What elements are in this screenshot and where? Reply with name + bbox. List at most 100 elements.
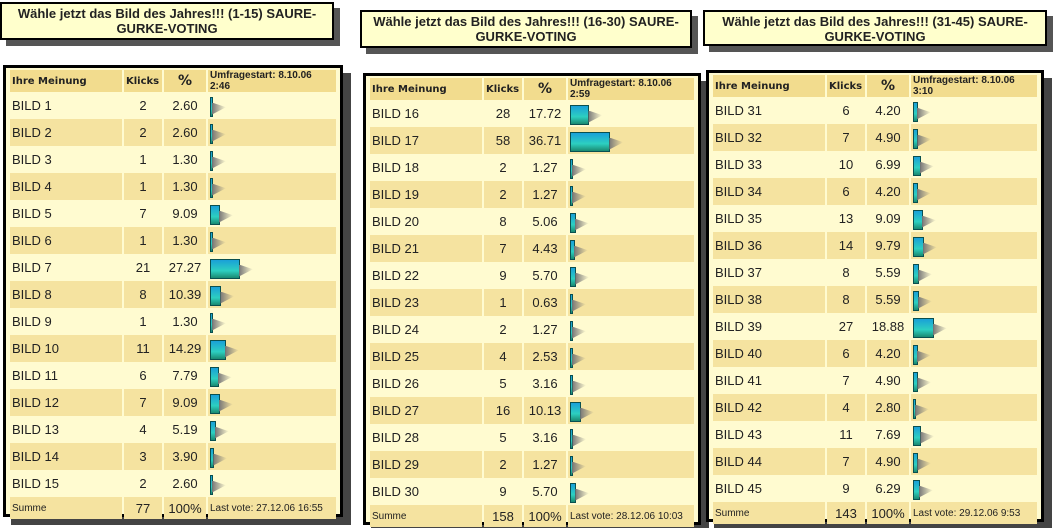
- table-row: BILD 24 2 1.27: [370, 316, 694, 343]
- sum-clicks: 77: [124, 497, 162, 519]
- header-poll-start: Umfragestart: 8.10.06 2:46: [208, 70, 336, 92]
- click-count: 27: [827, 313, 865, 340]
- bar-shadow: [572, 434, 587, 447]
- option-name: BILD 35: [713, 205, 825, 232]
- table-row: BILD 28 5 3.16: [370, 424, 694, 451]
- bar-cell: [911, 367, 1037, 394]
- option-name: BILD 3: [10, 146, 122, 173]
- bar-cell: [208, 92, 336, 119]
- table-row: BILD 22 9 5.70: [370, 262, 694, 289]
- click-count: 10: [827, 151, 865, 178]
- bar-shadow: [917, 377, 932, 390]
- percent-value: 4.90: [867, 367, 909, 394]
- poll-title: Wähle jetzt das Bild des Jahres!!! (16-3…: [360, 10, 692, 48]
- percent-value: 7.69: [867, 421, 909, 448]
- bar-cell: [911, 232, 1037, 259]
- table-header: Ihre Meinung Klicks % Umfragestart: 8.10…: [370, 78, 694, 100]
- header-percent: %: [867, 75, 909, 97]
- percent-value: 9.09: [164, 389, 206, 416]
- click-count: 11: [124, 335, 162, 362]
- bar-cell: [911, 394, 1037, 421]
- poll-table: Ihre Meinung Klicks % Umfragestart: 8.10…: [8, 70, 338, 519]
- click-count: 9: [484, 478, 522, 505]
- last-vote: Last vote: 28.12.06 10:03: [568, 505, 694, 527]
- sum-label: Summe: [10, 497, 122, 519]
- bar-cell: [911, 259, 1037, 286]
- click-count: 8: [124, 281, 162, 308]
- table-row: BILD 9 1 1.30: [10, 308, 336, 335]
- poll-table-panel: Ihre Meinung Klicks % Umfragestart: 8.10…: [3, 65, 343, 519]
- table-row: BILD 31 6 4.20: [713, 97, 1037, 124]
- table-row: BILD 8 8 10.39: [10, 281, 336, 308]
- bar-cell: [208, 389, 336, 416]
- bar-cell: [208, 335, 336, 362]
- percent-value: 10.13: [524, 397, 566, 424]
- result-bar: [913, 317, 934, 338]
- percent-value: 1.30: [164, 146, 206, 173]
- percent-value: 4.20: [867, 340, 909, 367]
- option-name: BILD 40: [713, 340, 825, 367]
- bar-shadow: [572, 191, 586, 204]
- sum-label: Summe: [370, 505, 482, 527]
- bar-shadow: [572, 353, 586, 366]
- click-count: 2: [124, 119, 162, 146]
- result-bar: [210, 285, 222, 306]
- option-name: BILD 28: [370, 424, 482, 451]
- bar-shadow: [915, 404, 930, 417]
- bar-cell: [911, 340, 1037, 367]
- option-name: BILD 10: [10, 335, 122, 362]
- result-bar: [913, 209, 923, 230]
- table-row: BILD 19 2 1.27: [370, 181, 694, 208]
- result-bar: [210, 366, 219, 387]
- bar-shadow: [213, 453, 228, 466]
- bar-shadow: [917, 134, 932, 147]
- bar-shadow: [932, 323, 947, 336]
- click-count: 11: [827, 421, 865, 448]
- bar-shadow: [918, 485, 933, 498]
- poll-title: Wähle jetzt das Bild des Jahres!!! (1-15…: [0, 2, 334, 40]
- percent-value: 3.90: [164, 443, 206, 470]
- click-count: 58: [484, 127, 522, 154]
- click-count: 7: [827, 124, 865, 151]
- click-count: 2: [484, 316, 522, 343]
- bar-cell: [208, 281, 336, 308]
- bar-shadow: [572, 299, 586, 312]
- sum-percent: 100%: [164, 497, 206, 519]
- click-count: 14: [827, 232, 865, 259]
- table-row: BILD 27 16 10.13: [370, 397, 694, 424]
- bar-cell: [911, 97, 1037, 124]
- percent-value: 4.90: [867, 448, 909, 475]
- click-count: 6: [827, 97, 865, 124]
- header-name: Ihre Meinung: [10, 70, 122, 92]
- header-clicks: Klicks: [484, 78, 522, 100]
- table-row: BILD 10 11 14.29: [10, 335, 336, 362]
- bar-shadow: [224, 345, 239, 358]
- bar-shadow: [572, 380, 587, 393]
- click-count: 1: [124, 173, 162, 200]
- percent-value: 2.60: [164, 92, 206, 119]
- bar-shadow: [238, 264, 253, 277]
- bar-shadow: [573, 245, 588, 258]
- percent-value: 1.30: [164, 173, 206, 200]
- result-bar: [913, 236, 924, 257]
- table-row: BILD 6 1 1.30: [10, 227, 336, 254]
- percent-value: 5.06: [524, 208, 566, 235]
- percent-value: 3.16: [524, 370, 566, 397]
- option-name: BILD 43: [713, 421, 825, 448]
- percent-value: 6.29: [867, 475, 909, 502]
- table-row: BILD 37 8 5.59: [713, 259, 1037, 286]
- option-name: BILD 42: [713, 394, 825, 421]
- bar-cell: [568, 127, 694, 154]
- table-row: BILD 32 7 4.90: [713, 124, 1037, 151]
- option-name: BILD 29: [370, 451, 482, 478]
- result-bar: [913, 155, 921, 176]
- option-name: BILD 25: [370, 343, 482, 370]
- table-row: BILD 41 7 4.90: [713, 367, 1037, 394]
- bar-cell: [911, 475, 1037, 502]
- percent-value: 9.09: [867, 205, 909, 232]
- table-row: BILD 36 14 9.79: [713, 232, 1037, 259]
- bar-cell: [568, 397, 694, 424]
- bar-cell: [568, 208, 694, 235]
- option-name: BILD 36: [713, 232, 825, 259]
- option-name: BILD 4: [10, 173, 122, 200]
